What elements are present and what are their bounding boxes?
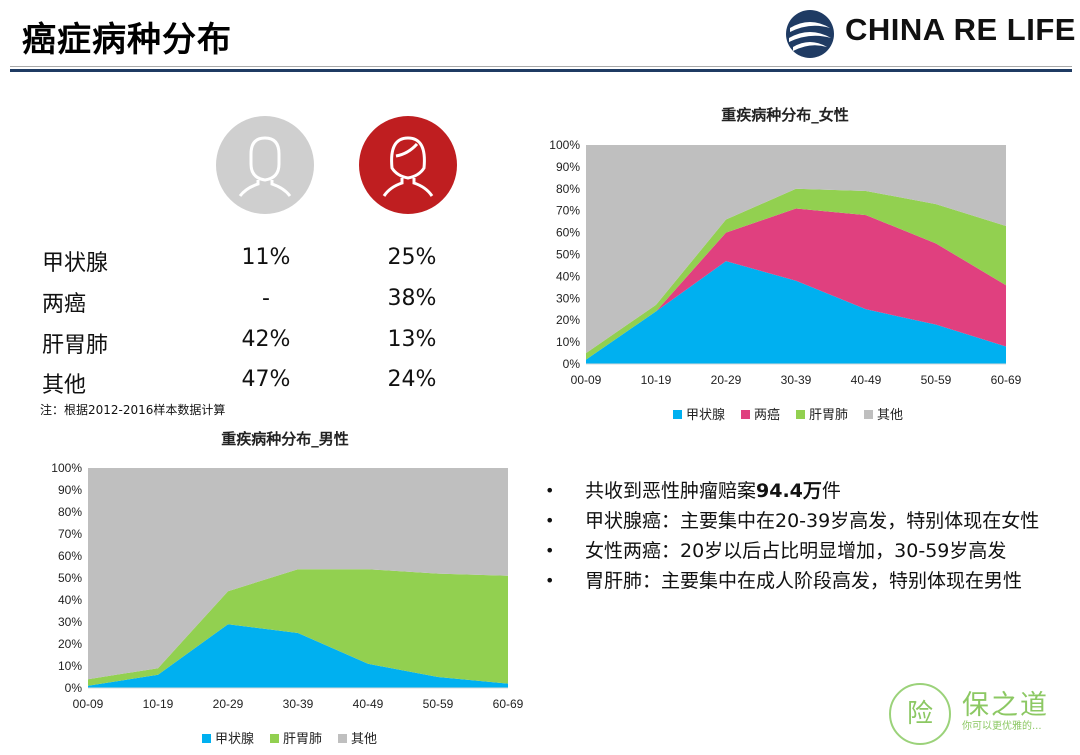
male-avatar <box>216 116 314 214</box>
watermark-subtitle: 你可以更优雅的... <box>962 721 1042 732</box>
x-tick-label: 00-09 <box>571 373 602 387</box>
stat-male-liver-stomach-lung: 42% <box>241 327 291 352</box>
female-person-icon <box>382 136 434 197</box>
legend-label: 其他 <box>877 407 903 422</box>
y-tick-label: 30% <box>58 615 82 629</box>
x-tick-label: 60-69 <box>991 373 1022 387</box>
y-tick-label: 100% <box>549 138 580 152</box>
female-chart-title: 重疾病种分布_女性 <box>721 106 849 124</box>
x-tick-label: 40-49 <box>851 373 882 387</box>
male-person-icon <box>238 136 292 197</box>
area-series-其他 <box>586 145 1006 354</box>
y-tick-label: 20% <box>556 313 580 327</box>
x-tick-label: 10-19 <box>143 697 174 711</box>
x-tick-label: 50-59 <box>921 373 952 387</box>
legend-label: 肝胃肺 <box>283 731 322 746</box>
watermark-title: 保之道 <box>962 690 1049 721</box>
y-tick-label: 20% <box>58 637 82 651</box>
finding-highlight: 94.4万 <box>756 480 822 502</box>
y-tick-label: 0% <box>563 357 581 371</box>
y-tick-label: 80% <box>58 505 82 519</box>
legend-label: 甲状腺 <box>686 407 725 422</box>
male-chart-title: 重疾病种分布_男性 <box>221 430 349 448</box>
y-tick-label: 100% <box>51 461 82 475</box>
x-tick-label: 40-49 <box>353 697 384 711</box>
logo-text: CHINA RE LIFE <box>845 12 1076 47</box>
stat-male-other: 47% <box>241 367 291 392</box>
legend-swatch-肝胃肺 <box>270 734 279 743</box>
y-tick-label: 50% <box>556 248 580 262</box>
y-tick-label: 60% <box>556 226 580 240</box>
stat-female-two-cancers: 38% <box>387 286 437 311</box>
finding-item: 共收到恶性肿瘤赔案94.4万件 <box>545 476 1045 506</box>
y-tick-label: 90% <box>556 160 580 174</box>
legend-swatch-其他 <box>338 734 347 743</box>
stat-male-two-cancers: - <box>262 286 270 311</box>
area-series-甲状腺 <box>88 624 508 688</box>
y-tick-label: 70% <box>58 527 82 541</box>
x-tick-label: 00-09 <box>73 697 104 711</box>
x-tick-label: 20-29 <box>711 373 742 387</box>
stat-label-thyroid: 甲状腺 <box>42 251 109 276</box>
area-series-甲状腺 <box>586 261 1006 364</box>
y-tick-label: 80% <box>556 182 580 196</box>
key-findings-list: 共收到恶性肿瘤赔案94.4万件 甲状腺癌：主要集中在20-39岁高发，特别体现在… <box>545 476 1045 596</box>
header-divider <box>10 69 1072 72</box>
y-tick-label: 40% <box>556 269 580 283</box>
stat-label-other: 其他 <box>42 373 87 398</box>
data-source-note: 注：根据2012-2016样本数据计算 <box>40 403 226 417</box>
finding-item: 胃肝肺：主要集中在成人阶段高发，特别体现在男性 <box>545 566 1045 596</box>
y-tick-label: 60% <box>58 549 82 563</box>
legend-label: 甲状腺 <box>215 731 254 746</box>
y-tick-label: 10% <box>58 659 82 673</box>
y-tick-label: 10% <box>556 335 580 349</box>
legend-label: 两癌 <box>754 407 780 422</box>
finding-item: 甲状腺癌：主要集中在20-39岁高发，特别体现在女性 <box>545 506 1045 536</box>
stat-female-other: 24% <box>387 367 437 392</box>
y-tick-label: 70% <box>556 204 580 218</box>
female-avatar <box>359 116 457 214</box>
y-tick-label: 0% <box>65 681 83 695</box>
area-series-肝胃肺 <box>88 569 508 686</box>
male-area-chart: 0% 10% 20% 30% 40% 50% 60% 70% 80% 90% 100% 00-09 10… <box>51 461 524 746</box>
stat-female-thyroid: 25% <box>387 245 437 270</box>
legend-swatch-肝胃肺 <box>796 410 805 419</box>
finding-item: 女性两癌：20岁以后占比明显增加，30-59岁高发 <box>545 536 1045 566</box>
y-tick-label: 50% <box>58 571 82 585</box>
stat-female-liver-stomach-lung: 13% <box>387 327 437 352</box>
stat-label-liver-stomach-lung: 肝胃肺 <box>42 333 109 358</box>
area-series-其他 <box>88 468 508 680</box>
female-area-chart: 0% 10% 20% 30% 40% 50% 60% 70% 80% 90% 100% 00-09 10… <box>549 138 1022 422</box>
x-tick-label: 20-29 <box>213 697 244 711</box>
watermark-badge: 险 <box>889 683 951 745</box>
x-tick-label: 60-69 <box>493 697 524 711</box>
area-series-两癌 <box>586 208 1006 360</box>
y-tick-label: 40% <box>58 593 82 607</box>
legend-label: 肝胃肺 <box>809 407 848 422</box>
stat-label-two-cancers: 两癌 <box>42 292 87 317</box>
china-re-logo-icon <box>786 10 834 58</box>
legend-label: 其他 <box>351 731 377 746</box>
legend-swatch-两癌 <box>741 410 750 419</box>
x-tick-label: 10-19 <box>641 373 672 387</box>
x-tick-label: 30-39 <box>781 373 812 387</box>
page-title: 癌症病种分布 <box>22 20 232 60</box>
x-tick-label: 30-39 <box>283 697 314 711</box>
stat-male-thyroid: 11% <box>241 245 291 270</box>
y-tick-label: 30% <box>556 291 580 305</box>
legend-swatch-甲状腺 <box>673 410 682 419</box>
x-tick-label: 50-59 <box>423 697 454 711</box>
legend-swatch-其他 <box>864 410 873 419</box>
header-divider-thin <box>10 66 1072 67</box>
legend-swatch-甲状腺 <box>202 734 211 743</box>
y-tick-label: 90% <box>58 483 82 497</box>
